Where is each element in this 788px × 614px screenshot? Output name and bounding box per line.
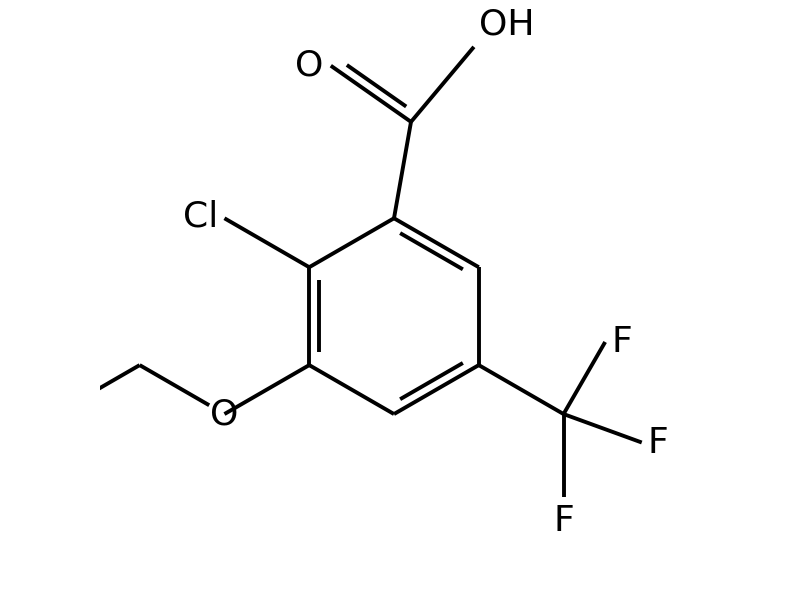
Text: O: O — [210, 397, 239, 431]
Text: Cl: Cl — [184, 200, 218, 233]
Text: F: F — [553, 504, 574, 538]
Text: O: O — [295, 49, 323, 83]
Text: F: F — [648, 426, 668, 459]
Text: OH: OH — [479, 8, 534, 42]
Text: F: F — [611, 325, 632, 359]
